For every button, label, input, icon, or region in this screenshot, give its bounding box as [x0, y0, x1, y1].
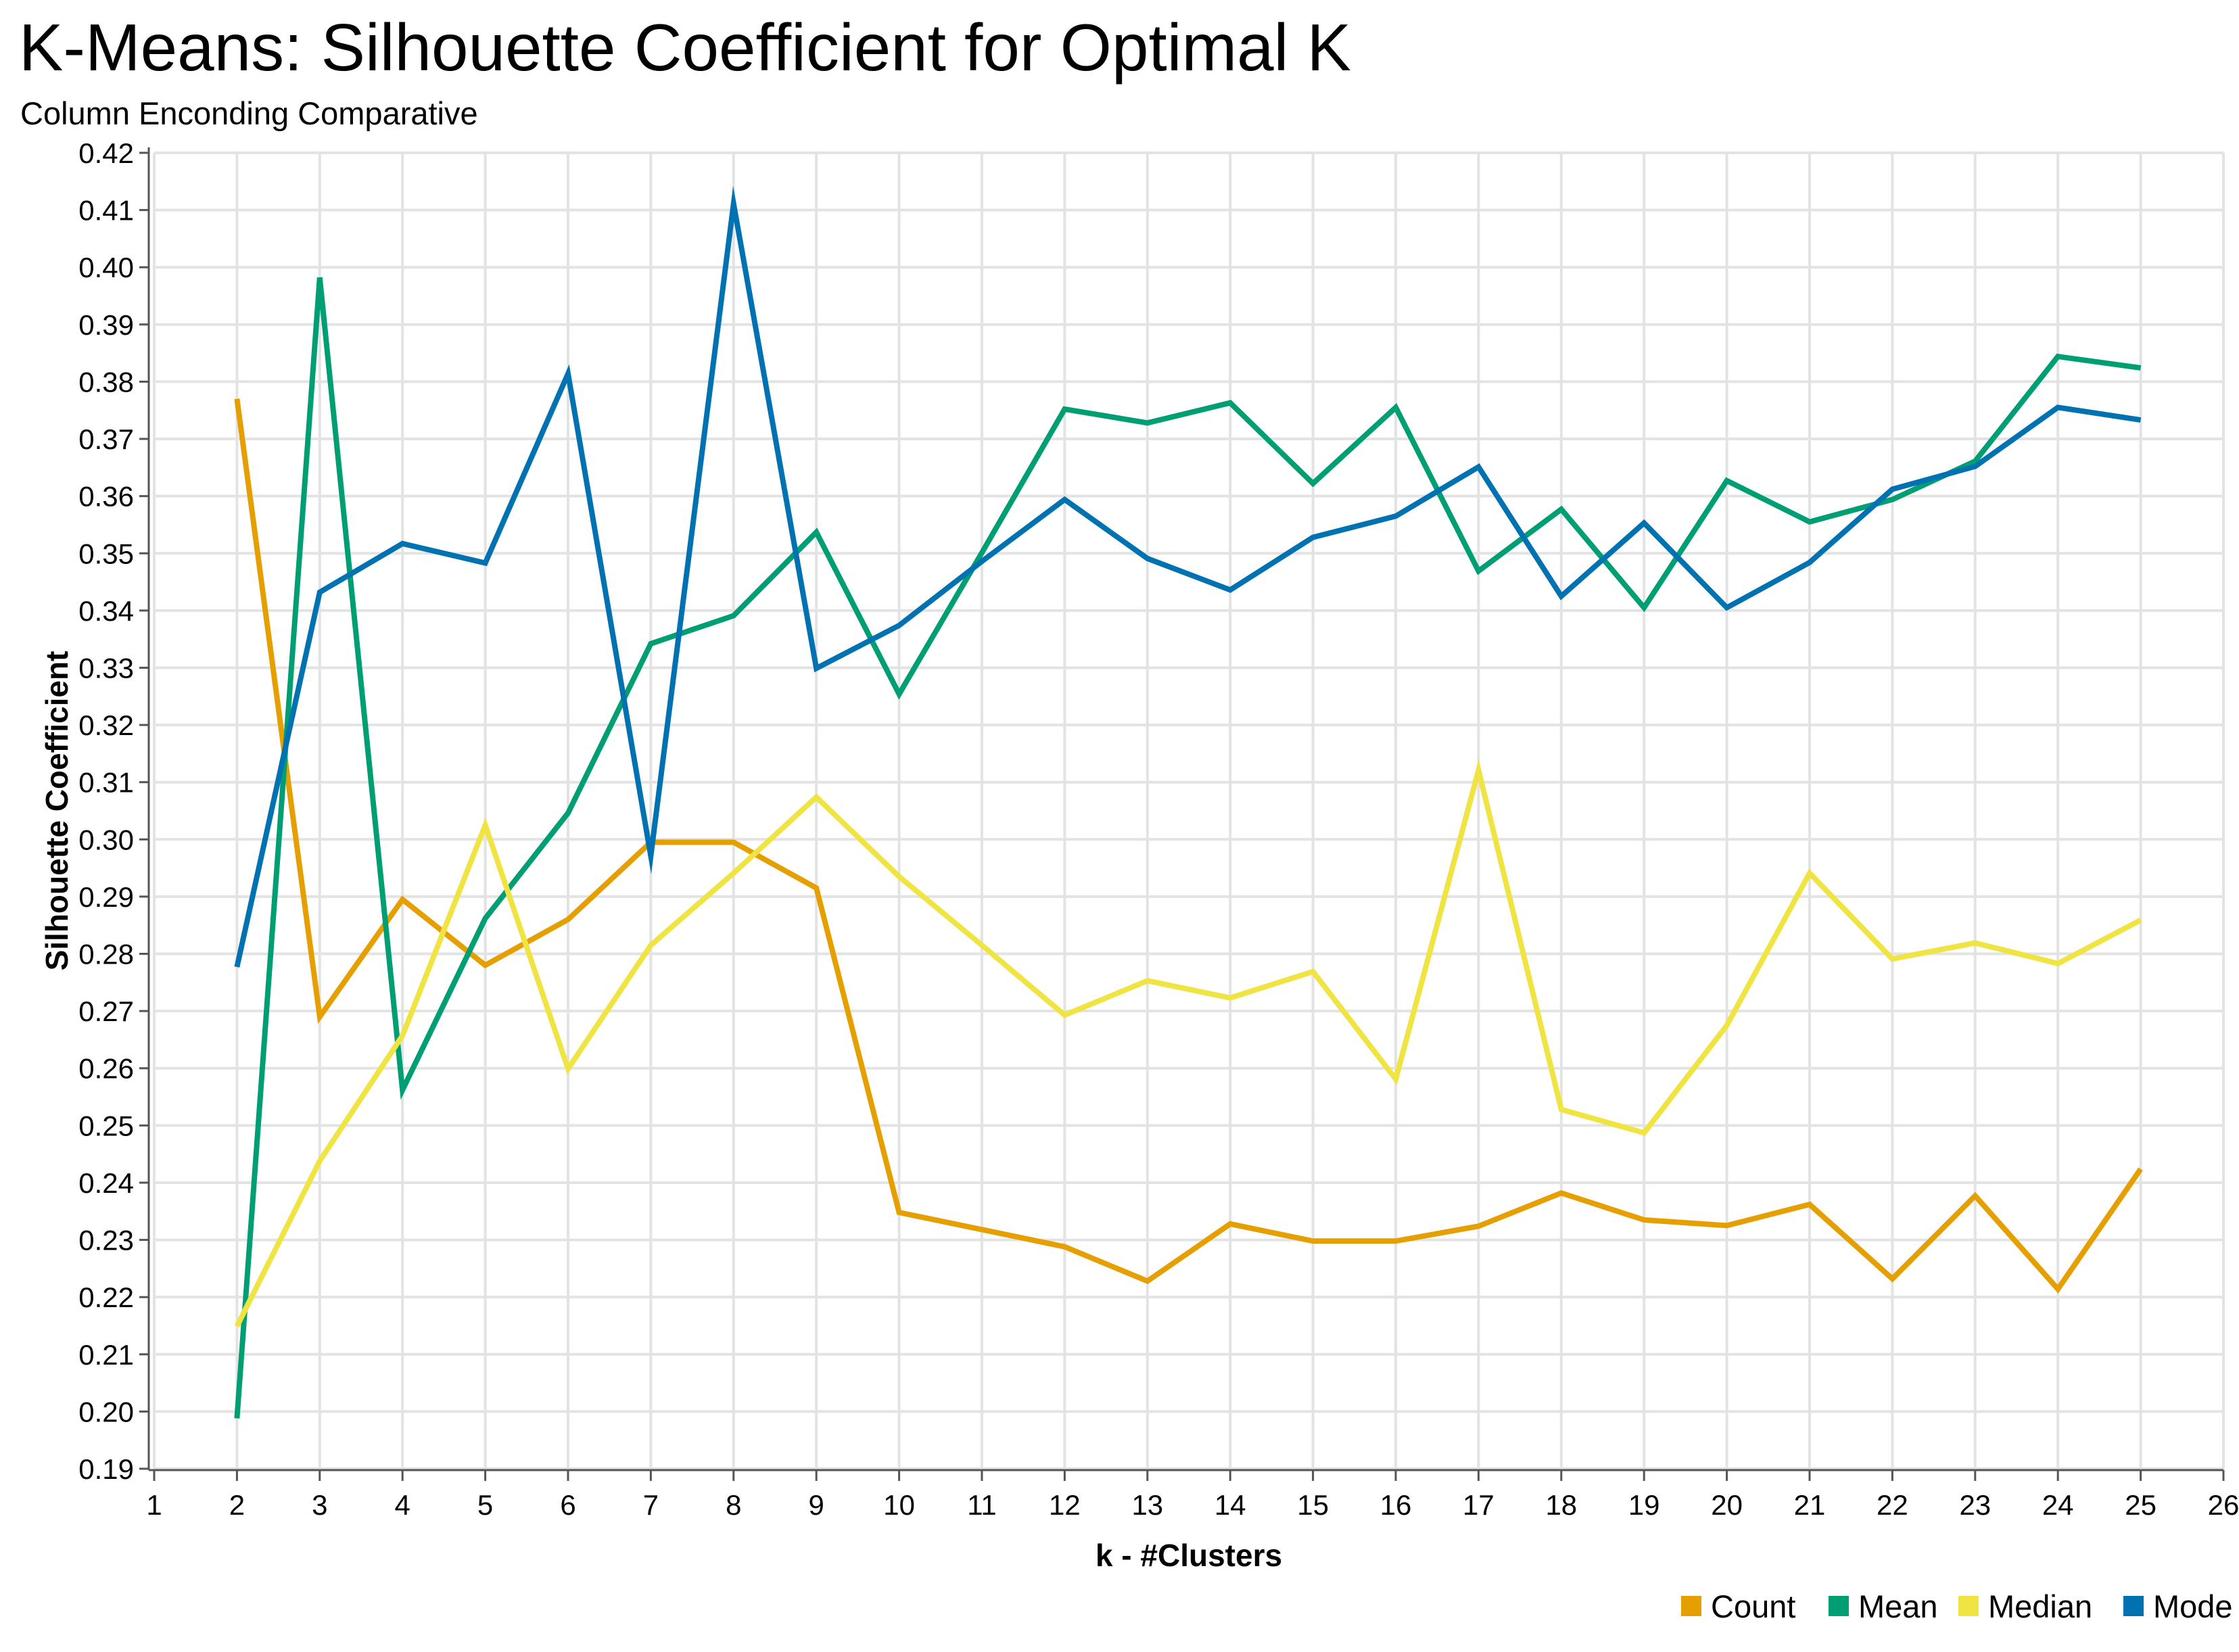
x-tick-label: 10 [883, 1489, 915, 1521]
x-tick-label: 24 [2042, 1489, 2074, 1521]
y-tick-label: 0.22 [78, 1281, 134, 1313]
x-tick-label: 9 [809, 1489, 824, 1521]
y-tick-label: 0.34 [78, 595, 134, 627]
y-axis-title: Silhouette Coefficient [39, 651, 74, 971]
legend-label-count: Count [1711, 1588, 1795, 1624]
x-tick-label: 13 [1131, 1489, 1163, 1521]
data-series [234, 185, 2143, 1419]
y-tick-label: 0.35 [78, 538, 134, 569]
x-tick-label: 11 [967, 1489, 997, 1521]
x-tick-label: 18 [1545, 1489, 1577, 1521]
grid-lines [153, 151, 2225, 1470]
x-tick-label: 21 [1794, 1489, 1826, 1521]
series-line-mode [234, 185, 2142, 968]
x-tick-label: 15 [1297, 1489, 1329, 1521]
legend-label-median: Median [1988, 1588, 2092, 1624]
y-tick-label: 0.30 [78, 824, 134, 855]
y-tick-label: 0.40 [78, 252, 134, 283]
y-tick-label: 0.20 [78, 1396, 134, 1427]
y-tick-label: 0.42 [78, 137, 134, 169]
chart-subtitle: Column Enconding Comparative [20, 95, 478, 131]
axes: 0.19 0.20 0.21 0.22 0.23 0.24 0.25 0.26 0.27 0.28… [78, 137, 2239, 1521]
y-tick-label: 0.29 [78, 881, 134, 913]
x-tick-label: 12 [1049, 1489, 1081, 1521]
legend-swatch-count [1681, 1596, 1701, 1616]
y-tick-label: 0.32 [78, 709, 134, 741]
x-tick-label: 26 [2208, 1489, 2239, 1521]
y-tick-label: 0.25 [78, 1110, 134, 1141]
chart-title: K-Means: Silhouette Coefficient for Opti… [19, 10, 1352, 85]
legend-swatch-mode [2123, 1596, 2144, 1616]
x-axis-title: k - #Clusters [1095, 1538, 1282, 1573]
x-tick-label: 1 [146, 1489, 162, 1521]
x-tick-label: 19 [1628, 1489, 1660, 1521]
y-tick-label: 0.36 [78, 481, 134, 513]
x-tick-label: 3 [312, 1489, 327, 1521]
x-tick-label: 2 [229, 1489, 245, 1521]
x-tick-label: 23 [1959, 1489, 1991, 1521]
y-tick-label: 0.28 [78, 939, 134, 970]
y-tick-label: 0.27 [78, 995, 134, 1027]
x-tick-label: 8 [726, 1489, 741, 1521]
legend-label-mean: Mean [1858, 1588, 1938, 1624]
x-tick-label: 22 [1877, 1489, 1908, 1521]
y-tick-label: 0.31 [78, 767, 134, 799]
x-tick-label: 4 [395, 1489, 410, 1521]
x-tick-label: 6 [560, 1489, 575, 1521]
legend: Count Mean Median Mode [1681, 1588, 2233, 1624]
y-tick-label: 0.24 [78, 1167, 134, 1199]
y-tick-label: 0.23 [78, 1225, 134, 1256]
y-tick-label: 0.21 [78, 1339, 134, 1371]
y-tick-label: 0.33 [78, 652, 134, 684]
y-tick-label: 0.26 [78, 1053, 134, 1085]
y-tick-label: 0.39 [78, 309, 134, 341]
x-tick-label: 5 [477, 1489, 493, 1521]
y-tick-label: 0.38 [78, 366, 134, 398]
x-tick-label: 14 [1215, 1489, 1246, 1521]
x-tick-label: 16 [1380, 1489, 1412, 1521]
legend-label-mode: Mode [2153, 1588, 2233, 1624]
y-tick-label: 0.41 [78, 195, 134, 227]
x-tick-label: 25 [2125, 1489, 2156, 1521]
x-tick-label: 20 [1711, 1489, 1743, 1521]
series-line-count [234, 398, 2143, 1294]
legend-swatch-mean [1829, 1596, 1849, 1616]
x-tick-label: 17 [1463, 1489, 1494, 1521]
y-tick-label: 0.19 [78, 1453, 134, 1485]
legend-swatch-median [1958, 1596, 1979, 1616]
series-line-mean [234, 277, 2142, 1419]
x-tick-label: 7 [643, 1489, 659, 1521]
y-tick-label: 0.37 [78, 423, 134, 455]
series-line-median [234, 759, 2142, 1328]
